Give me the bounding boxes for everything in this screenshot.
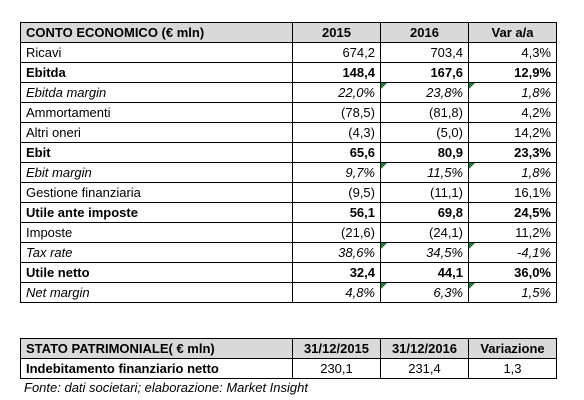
row-label: Indebitamento finanziario netto [20,358,293,379]
value-2016: (5,0) [380,122,469,143]
value-2015: 230,1 [292,358,381,379]
value-2016: (81,8) [380,102,469,123]
table-row: Ebit 65,6 80,9 23,3% [20,142,557,163]
value-variation: 1,8% [468,162,557,183]
income-statement-body: Ricavi 674,2 703,4 4,3% Ebitda 148,4 167,6 12,9… [20,42,557,303]
table-row: Altri oneri (4,3) (5,0) 14,2% [20,122,557,143]
table-row: Indebitamento finanziario netto 230,1 231,… [20,358,557,379]
value-2016: 23,8% [380,82,469,103]
value-2016: 34,5% [380,242,469,263]
balance-header-2015: 31/12/2015 [292,338,381,359]
value-2015: 148,4 [292,62,381,83]
value-2015: (78,5) [292,102,381,123]
income-header-row: CONTO ECONOMICO (€ mln) 2015 2016 Var a/… [20,22,557,43]
value-2016: 69,8 [380,202,469,223]
row-label: Net margin [20,282,293,303]
value-variation: 36,0% [468,262,557,283]
source-note: Fonte: dati societari; elaborazione: Mar… [24,380,308,395]
balance-sheet-table: STATO PATRIMONIALE( € mln) 31/12/2015 31… [20,338,557,379]
value-variation: 24,5% [468,202,557,223]
row-label: Ammortamenti [20,102,293,123]
value-2016: 167,6 [380,62,469,83]
value-variation: 23,3% [468,142,557,163]
row-label: Ebit margin [20,162,293,183]
value-variation: 16,1% [468,182,557,203]
value-2016: 6,3% [380,282,469,303]
value-2016: 44,1 [380,262,469,283]
value-variation: 11,2% [468,222,557,243]
value-2015: 38,6% [292,242,381,263]
value-2015: (4,3) [292,122,381,143]
value-2015: (21,6) [292,222,381,243]
row-label: Ebitda margin [20,82,293,103]
income-header-var: Var a/a [468,22,557,43]
table-row: Utile ante imposte 56,1 69,8 24,5% [20,202,557,223]
table-row: Ebitda 148,4 167,6 12,9% [20,62,557,83]
row-label: Imposte [20,222,293,243]
value-variation: 1,3 [468,358,557,379]
value-variation: 1,5% [468,282,557,303]
table-row: Ebitda margin 22,0% 23,8% 1,8% [20,82,557,103]
value-variation: -4,1% [468,242,557,263]
value-2015: (9,5) [292,182,381,203]
value-2015: 9,7% [292,162,381,183]
value-variation: 4,2% [468,102,557,123]
row-label: Utile ante imposte [20,202,293,223]
row-label: Altri oneri [20,122,293,143]
value-2016: 703,4 [380,42,469,63]
row-label: Tax rate [20,242,293,263]
value-variation: 14,2% [468,122,557,143]
value-2015: 4,8% [292,282,381,303]
income-header-2016: 2016 [380,22,469,43]
income-statement-table: CONTO ECONOMICO (€ mln) 2015 2016 Var a/… [20,22,557,303]
value-variation: 4,3% [468,42,557,63]
value-2016: 11,5% [380,162,469,183]
balance-header-row: STATO PATRIMONIALE( € mln) 31/12/2015 31… [20,338,557,359]
income-header-2015: 2015 [292,22,381,43]
row-label: Ebit [20,142,293,163]
value-2016: (24,1) [380,222,469,243]
row-label: Gestione finanziaria [20,182,293,203]
balance-header-2016: 31/12/2016 [380,338,469,359]
table-row: Net margin 4,8% 6,3% 1,5% [20,282,557,303]
balance-header-label: STATO PATRIMONIALE( € mln) [20,338,293,359]
balance-sheet-body: Indebitamento finanziario netto 230,1 231,… [20,358,557,379]
table-row: Ebit margin 9,7% 11,5% 1,8% [20,162,557,183]
value-variation: 1,8% [468,82,557,103]
row-label: Ricavi [20,42,293,63]
value-2015: 56,1 [292,202,381,223]
value-2015: 674,2 [292,42,381,63]
row-label: Utile netto [20,262,293,283]
value-2015: 65,6 [292,142,381,163]
table-row: Tax rate 38,6% 34,5% -4,1% [20,242,557,263]
income-header-label: CONTO ECONOMICO (€ mln) [20,22,293,43]
value-2015: 22,0% [292,82,381,103]
value-2016: 231,4 [380,358,469,379]
value-2016: (11,1) [380,182,469,203]
table-row: Utile netto 32,4 44,1 36,0% [20,262,557,283]
table-row: Ricavi 674,2 703,4 4,3% [20,42,557,63]
balance-header-var: Variazione [468,338,557,359]
table-row: Imposte (21,6) (24,1) 11,2% [20,222,557,243]
table-row: Gestione finanziaria (9,5) (11,1) 16,1% [20,182,557,203]
value-2015: 32,4 [292,262,381,283]
value-variation: 12,9% [468,62,557,83]
value-2016: 80,9 [380,142,469,163]
table-row: Ammortamenti (78,5) (81,8) 4,2% [20,102,557,123]
row-label: Ebitda [20,62,293,83]
